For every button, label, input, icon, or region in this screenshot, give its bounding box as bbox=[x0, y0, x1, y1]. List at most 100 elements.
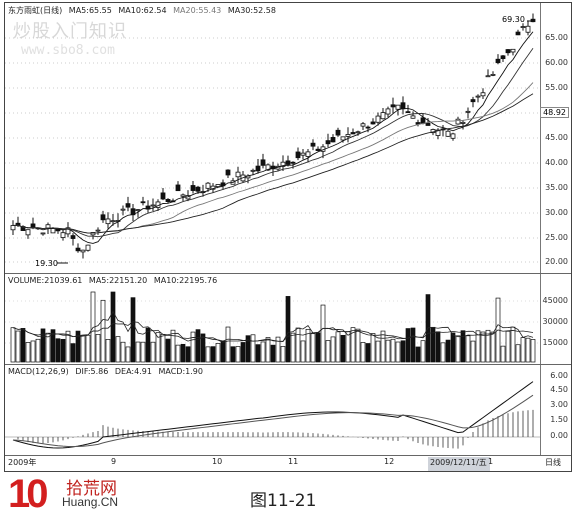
high-price-label: 69.30 bbox=[502, 15, 525, 24]
volume-bar bbox=[435, 331, 441, 363]
volume-bar bbox=[140, 341, 146, 363]
candle-body bbox=[410, 115, 416, 119]
candle-body bbox=[120, 208, 126, 211]
volume-bar bbox=[70, 343, 76, 363]
volume-bar bbox=[365, 343, 371, 363]
volume-bar bbox=[15, 330, 21, 363]
candle-body bbox=[520, 26, 526, 28]
stock-chart-window: 东方雨虹(日线) MA5:65.55 MA10:62.54 MA20:55.43… bbox=[4, 2, 572, 472]
volume-bar bbox=[295, 327, 301, 363]
volume-bar bbox=[325, 340, 331, 363]
candle-body bbox=[20, 226, 26, 231]
candle-body bbox=[515, 31, 521, 36]
dea-line bbox=[12, 394, 534, 448]
x-label-oct: 10 bbox=[212, 457, 223, 466]
volume-bar bbox=[100, 299, 106, 363]
period-label[interactable]: 日线 bbox=[545, 458, 561, 467]
volume-legend: VOLUME:21039.61 MA5:22151.20 MA10:22195.… bbox=[8, 276, 221, 285]
x-label-start: 2009年 bbox=[8, 458, 37, 467]
macd-indicator[interactable] bbox=[5, 365, 541, 455]
candle-body bbox=[60, 232, 66, 238]
candle-body bbox=[490, 74, 496, 76]
volume-bars[interactable] bbox=[5, 274, 541, 364]
candle-body bbox=[105, 218, 111, 225]
candle-body bbox=[330, 137, 336, 143]
volume-bar bbox=[175, 344, 181, 363]
candle-body bbox=[500, 55, 506, 60]
candle-body bbox=[160, 192, 166, 200]
candle-body bbox=[205, 182, 211, 189]
volume-bar bbox=[130, 297, 136, 363]
y-tick-label: 30000 bbox=[542, 317, 568, 326]
candle-body bbox=[450, 133, 456, 139]
candle-body bbox=[370, 121, 376, 125]
candle-body bbox=[65, 227, 71, 235]
volume-bar bbox=[220, 340, 226, 363]
volume-ma10: MA10:22195.76 bbox=[153, 276, 218, 285]
volume-bar bbox=[355, 328, 361, 363]
volume-bar bbox=[205, 346, 211, 363]
candle-body bbox=[310, 142, 316, 147]
candlestick-chart[interactable] bbox=[5, 3, 541, 273]
candle-body bbox=[250, 169, 256, 172]
y-tick-label: 40.00 bbox=[545, 158, 568, 167]
volume-bar bbox=[55, 338, 61, 363]
candle-body bbox=[505, 49, 511, 54]
candle-body bbox=[135, 209, 141, 212]
y-tick-label: 1.50 bbox=[550, 415, 568, 424]
volume-bar bbox=[105, 339, 111, 363]
time-axis bbox=[5, 455, 571, 472]
y-tick-label: 20.00 bbox=[545, 257, 568, 266]
candle-body bbox=[380, 112, 386, 120]
candle-body bbox=[455, 118, 461, 125]
candle-body bbox=[325, 140, 331, 145]
volume-bar bbox=[265, 337, 271, 363]
volume-bar bbox=[250, 334, 256, 363]
volume-bar bbox=[395, 341, 401, 363]
candle-body bbox=[355, 131, 361, 134]
y-tick-label: 35.00 bbox=[545, 183, 568, 192]
volume-bar bbox=[340, 334, 346, 363]
watermark-url: www.sbo8.com bbox=[21, 43, 115, 58]
candle-body bbox=[345, 134, 351, 137]
volume-bar bbox=[10, 327, 16, 363]
volume-bar bbox=[455, 335, 461, 363]
price-pane: 东方雨虹(日线) MA5:65.55 MA10:62.54 MA20:55.43… bbox=[5, 3, 571, 274]
volume-ma5-line bbox=[12, 310, 534, 343]
volume-bar bbox=[405, 328, 411, 363]
volume-bar bbox=[280, 346, 286, 363]
volume-ma5: MA5:22151.20 bbox=[88, 276, 148, 285]
volume-bar bbox=[210, 346, 216, 363]
volume-bar bbox=[310, 333, 316, 363]
volume-bar bbox=[275, 336, 281, 363]
volume-bar bbox=[480, 331, 486, 363]
volume-bar bbox=[135, 341, 141, 363]
x-label-nov: 11 bbox=[288, 457, 299, 466]
volume-bar bbox=[530, 339, 536, 363]
candle-body bbox=[445, 130, 451, 137]
candle-body bbox=[530, 18, 536, 23]
volume-bar bbox=[460, 330, 466, 363]
volume-bar bbox=[335, 331, 341, 363]
y-tick-label: 45000 bbox=[542, 296, 568, 305]
volume-bar bbox=[410, 327, 416, 363]
site-logo-url: Huang.CN bbox=[62, 495, 119, 509]
volume-bar bbox=[370, 333, 376, 363]
price-y-axis: 65.0060.0055.0050.0045.0040.0035.0030.00… bbox=[540, 3, 571, 273]
candle-body bbox=[315, 148, 321, 151]
volume-bar bbox=[520, 337, 526, 363]
ma20-label: MA20:55.43 bbox=[173, 6, 222, 15]
volume-bar bbox=[470, 340, 476, 363]
volume-bar bbox=[490, 331, 496, 363]
candle-body bbox=[385, 108, 391, 115]
macd-value: MACD:1.90 bbox=[158, 367, 203, 376]
candle-body bbox=[470, 99, 476, 103]
ma5-label: MA5:65.55 bbox=[68, 6, 112, 15]
y-tick-label: 15000 bbox=[542, 338, 568, 347]
current-price-marker: 48.92 bbox=[540, 107, 569, 118]
candle-body bbox=[50, 227, 56, 234]
site-logo-number: 10 bbox=[8, 472, 48, 516]
candle-body bbox=[100, 214, 106, 221]
candle-body bbox=[265, 164, 271, 171]
candle-body bbox=[510, 48, 516, 53]
